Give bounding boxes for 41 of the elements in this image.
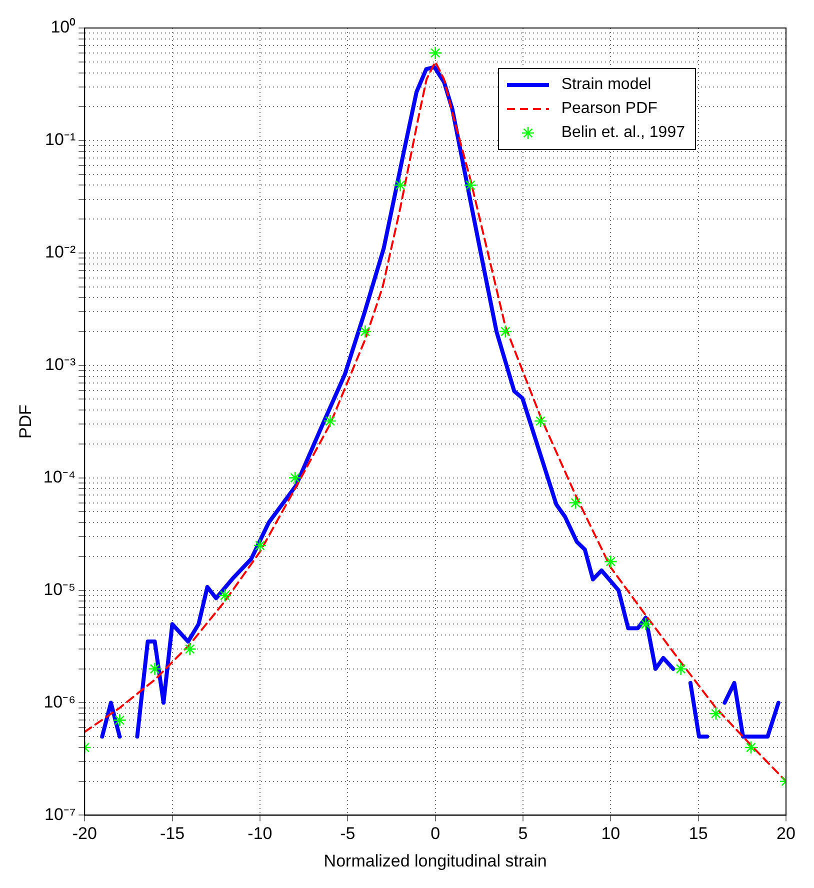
point: [253, 538, 267, 552]
point: [534, 414, 548, 428]
point: [288, 471, 302, 484]
point: [674, 662, 688, 676]
point: [323, 414, 337, 428]
x-tick-label: 5: [518, 824, 528, 844]
point: [604, 554, 618, 568]
legend-label: Belin et. al., 1997: [561, 124, 685, 142]
x-tick-label: 15: [688, 824, 708, 844]
x-tick-label: -5: [340, 824, 356, 844]
point: [183, 642, 196, 656]
x-tick-label: -20: [72, 824, 97, 844]
y-axis-title: PDF: [16, 404, 35, 439]
point: [113, 714, 126, 727]
point: [464, 178, 478, 192]
y-tick-label: 10⁻⁶: [44, 692, 76, 712]
y-tick-label: 10⁰: [50, 18, 76, 37]
point: [568, 496, 582, 510]
legend-label: Strain model: [561, 76, 652, 94]
x-tick-label: 0: [430, 824, 440, 844]
x-tick-label: 20: [776, 824, 796, 844]
x-axis-title: Normalized longitudinal strain: [324, 851, 547, 870]
y-tick-label: 10⁻¹: [45, 130, 76, 150]
x-tick-label: 10: [601, 824, 620, 844]
point: [358, 324, 372, 338]
legend-label: Pearson PDF: [561, 100, 658, 118]
point: [498, 324, 512, 338]
x-tick-label: -15: [160, 824, 185, 844]
point: [428, 46, 442, 60]
point: [639, 617, 652, 631]
y-tick-label: 10⁻⁴: [43, 468, 76, 487]
point: [148, 662, 162, 676]
y-tick-label: 10⁻²: [45, 242, 76, 262]
point: [744, 740, 758, 754]
y-tick-label: 10⁻⁷: [44, 804, 76, 824]
y-tick-label: 10⁻³: [45, 355, 76, 374]
point: [394, 178, 407, 192]
x-tick-label: -10: [248, 824, 272, 844]
y-tick-label: 10⁻⁵: [44, 580, 76, 599]
point: [709, 706, 723, 720]
point: [218, 588, 232, 602]
